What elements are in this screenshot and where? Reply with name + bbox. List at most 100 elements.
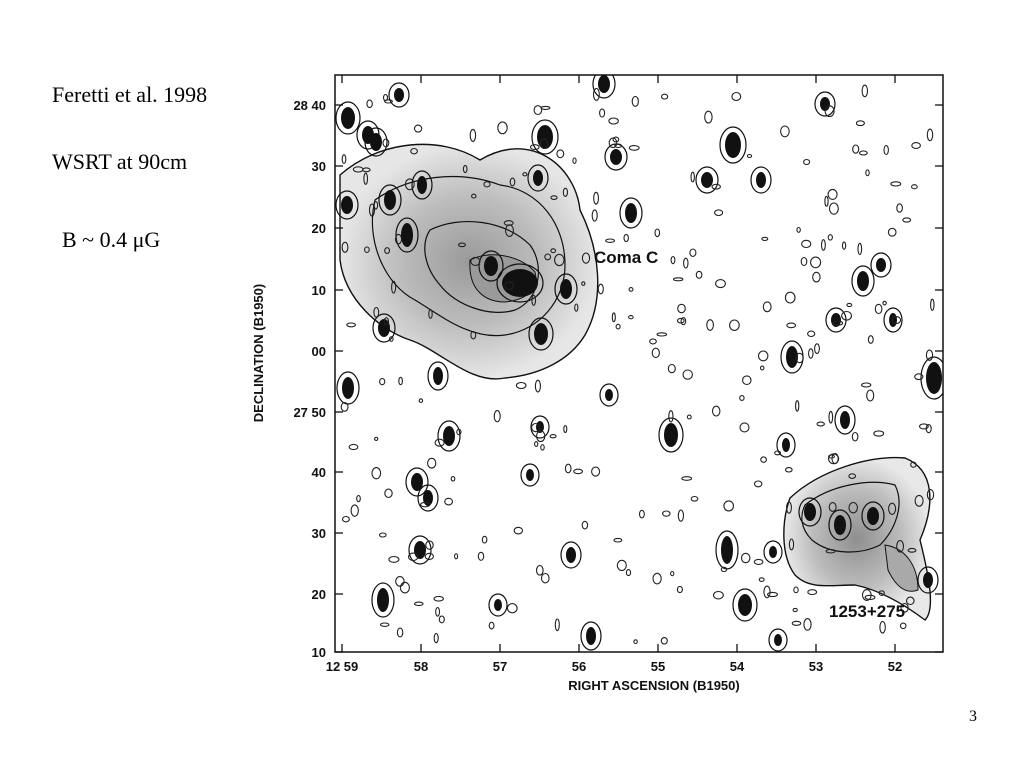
noise-contour	[573, 468, 584, 475]
radio-source	[534, 323, 548, 345]
source-contour	[814, 91, 836, 117]
noise-contour	[695, 270, 703, 279]
noise-contour	[672, 277, 684, 282]
noise-contour	[363, 172, 369, 185]
noise-contour	[879, 620, 886, 634]
noise-contour	[852, 144, 860, 154]
noise-contour	[591, 466, 601, 477]
noise-contour	[824, 195, 829, 207]
noise-contour	[407, 552, 419, 562]
noise-contour	[676, 585, 683, 594]
x-tick-label: 54	[730, 659, 745, 674]
source-contour	[405, 467, 429, 497]
radio-source	[610, 149, 622, 165]
source-contour	[658, 417, 684, 453]
noise-contour	[539, 138, 549, 150]
source-contour	[619, 197, 643, 229]
radio-source	[834, 515, 846, 535]
noise-contour	[896, 539, 905, 553]
source-contour	[364, 127, 388, 157]
noise-contour	[550, 195, 558, 200]
noise-contour	[540, 572, 550, 584]
source-contour	[870, 252, 892, 278]
source-contour	[371, 582, 395, 618]
noise-contour	[515, 381, 527, 390]
source-contour	[834, 405, 856, 435]
noise-contour	[731, 91, 742, 102]
x-tick-label: 55	[651, 659, 665, 674]
source-contour	[335, 190, 359, 220]
noise-contour	[399, 581, 410, 594]
noise-contour	[631, 95, 639, 107]
noise-contour	[434, 438, 445, 447]
noise-contour	[613, 537, 623, 543]
noise-contour	[803, 618, 812, 631]
radio-source	[876, 258, 886, 272]
noise-contour	[742, 375, 752, 386]
noise-contour	[905, 596, 915, 606]
radio-source	[867, 507, 879, 525]
noise-contour	[857, 242, 863, 256]
source-contour	[917, 566, 939, 594]
x-tick-label: 58	[414, 659, 428, 674]
source-contour	[417, 484, 439, 512]
noise-contour	[851, 431, 859, 442]
noise-contour	[784, 291, 796, 304]
source-contour	[580, 621, 602, 651]
noise-contour	[902, 217, 912, 223]
plot-frame	[334, 74, 944, 653]
noise-contour	[814, 343, 820, 354]
source-contour	[528, 317, 554, 351]
radio-source	[560, 279, 572, 299]
noise-contour	[792, 607, 798, 613]
noise-contour	[581, 281, 586, 286]
noise-contour	[888, 502, 897, 515]
noise-contour	[926, 128, 934, 142]
noise-contour	[488, 621, 495, 630]
noise-contour	[801, 239, 812, 249]
noise-contour	[907, 547, 917, 553]
source-contour	[372, 313, 396, 343]
noise-contour	[531, 294, 537, 306]
noise-contour	[812, 271, 821, 283]
y-tick-label: 40	[312, 465, 326, 480]
noise-contour	[611, 312, 616, 323]
noise-contour	[497, 121, 508, 135]
radio-source	[370, 133, 382, 151]
radio-source	[443, 426, 455, 446]
noise-contour	[368, 203, 376, 217]
radio-source	[533, 170, 543, 186]
radio-source	[725, 132, 741, 158]
noise-contour	[633, 639, 638, 645]
noise-contour	[820, 239, 826, 251]
radio-source	[423, 490, 433, 506]
y-tick-label: 10	[312, 645, 326, 660]
noise-contour	[614, 143, 623, 149]
noise-contour	[379, 377, 386, 386]
noise-contour	[848, 473, 857, 479]
noise-contour	[540, 444, 545, 451]
radio-source	[804, 503, 816, 521]
noise-contour	[910, 461, 917, 468]
noise-contour	[759, 365, 765, 371]
noise-contour	[828, 502, 837, 512]
radio-source	[738, 594, 752, 616]
source-contour	[554, 273, 578, 305]
noise-contour	[824, 105, 835, 118]
annotation-coma-c: Coma C	[594, 248, 658, 267]
noise-contour	[686, 414, 692, 420]
x-tick-label: 53	[809, 659, 823, 674]
source-contour	[828, 509, 852, 541]
radio-source	[411, 473, 423, 491]
noise-contour	[550, 248, 557, 254]
noise-contour	[533, 105, 543, 116]
noise-contour	[404, 178, 415, 191]
noise-contour	[394, 233, 403, 245]
noise-contour	[379, 622, 390, 627]
noise-contour	[711, 183, 721, 190]
radio-source	[401, 223, 413, 247]
noise-contour	[433, 595, 444, 602]
source-contour	[411, 170, 433, 200]
radio-source	[926, 362, 942, 394]
noise-contour	[574, 303, 579, 312]
